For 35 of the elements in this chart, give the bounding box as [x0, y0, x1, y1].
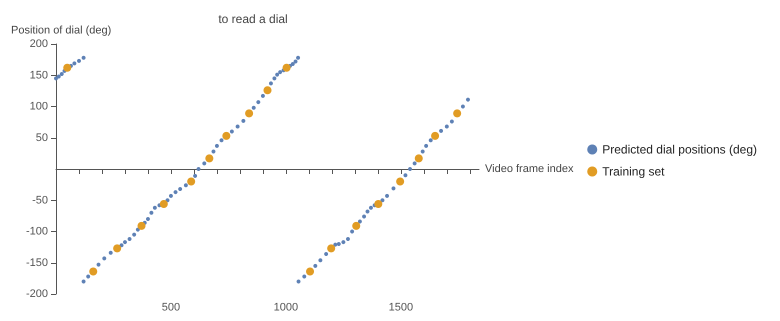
point: [282, 64, 291, 72]
point: [453, 109, 462, 118]
point: [205, 154, 214, 162]
point: [396, 178, 404, 186]
point: [352, 222, 360, 230]
y-tick-label: -50: [32, 194, 48, 206]
point: [306, 268, 314, 276]
point: [63, 64, 72, 72]
point: [138, 222, 146, 230]
point: [222, 132, 230, 140]
y-axis-title: Position of dial (deg): [11, 24, 112, 36]
point: [187, 178, 196, 186]
legend-label: Training set: [602, 164, 666, 178]
x-tick-label: 1500: [388, 302, 414, 314]
point: [374, 200, 382, 208]
y-tick-label: -200: [26, 288, 48, 300]
point: [414, 154, 423, 162]
point: [431, 132, 440, 140]
point: [327, 244, 336, 252]
y-tick-label: 200: [30, 38, 48, 50]
legend-label: Predicted dial positions (deg): [602, 142, 758, 156]
point: [245, 109, 254, 118]
x-axis-title: Video frame index: [485, 163, 574, 175]
point: [113, 244, 122, 252]
y-tick-label: 100: [30, 100, 48, 112]
chart-title: to read a dial: [218, 12, 288, 26]
y-tick-label: 50: [36, 132, 48, 144]
point: [89, 268, 98, 276]
x-tick-label: 500: [162, 302, 180, 314]
y-tick-label: -150: [26, 256, 48, 269]
x-tick-label: 1000: [274, 302, 298, 314]
y-tick-label: -100: [26, 226, 48, 238]
y-tick-label: 150: [30, 69, 48, 82]
point: [264, 86, 272, 94]
point: [160, 200, 168, 208]
